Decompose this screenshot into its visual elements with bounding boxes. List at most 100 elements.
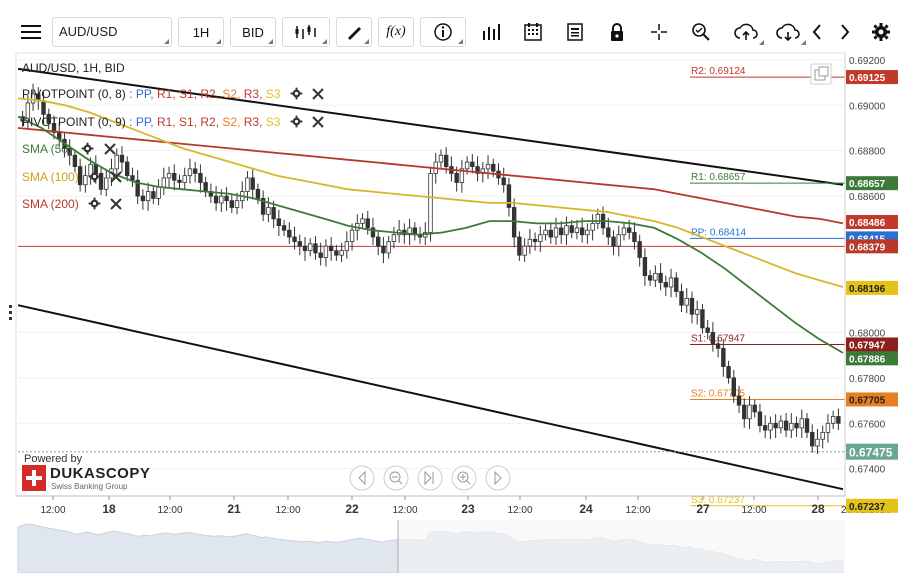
pivot1-name[interactable]: PIVOTPOINT (0, 8) bbox=[22, 87, 126, 101]
close-icon[interactable] bbox=[312, 88, 324, 103]
candle-body bbox=[224, 195, 229, 202]
reset-zoom-button[interactable] bbox=[417, 465, 443, 491]
chevron-right-icon[interactable] bbox=[834, 17, 856, 47]
candle-body bbox=[271, 207, 276, 220]
candle-body bbox=[313, 243, 318, 254]
candle-body bbox=[757, 411, 763, 426]
pivot-level-label: R2: 0.69124 bbox=[691, 66, 746, 77]
close-icon[interactable] bbox=[312, 116, 324, 131]
navigator-window[interactable] bbox=[398, 520, 845, 573]
candle-body bbox=[475, 166, 480, 174]
download-button[interactable] bbox=[768, 17, 808, 47]
x-tick-label: 21 bbox=[227, 502, 241, 516]
candle-body bbox=[234, 200, 240, 208]
candle-body bbox=[485, 163, 491, 170]
info-button[interactable] bbox=[420, 17, 466, 47]
candle-body bbox=[334, 250, 339, 256]
logo-tagline: Swiss Banking Group bbox=[51, 482, 128, 491]
r1-tag: 0.68657 bbox=[849, 179, 886, 190]
lock-icon[interactable] bbox=[600, 17, 634, 47]
draw-tool-button[interactable] bbox=[336, 17, 372, 47]
expand-icon[interactable] bbox=[810, 63, 832, 85]
chevron-left-icon[interactable] bbox=[806, 17, 828, 47]
arrow-left-icon bbox=[358, 470, 366, 486]
candle-body bbox=[590, 222, 595, 231]
y-tick-label: 0.67600 bbox=[849, 419, 886, 430]
powered-by: Powered by bbox=[24, 453, 83, 465]
settings-gear-icon[interactable] bbox=[868, 17, 894, 47]
candle-body bbox=[611, 236, 616, 247]
dukascopy-logo[interactable]: DUKASCOPY Swiss Banking Group bbox=[22, 465, 150, 493]
candle-body bbox=[595, 213, 601, 224]
candle-body bbox=[810, 431, 815, 447]
candle-body bbox=[579, 227, 585, 236]
candle-body bbox=[470, 161, 475, 167]
indicators-button[interactable]: f(x) bbox=[378, 17, 414, 47]
x-tick-label: 28 bbox=[811, 502, 825, 516]
candle-body bbox=[344, 241, 350, 252]
bar-chart-icon[interactable] bbox=[474, 17, 508, 47]
candle-body bbox=[130, 175, 135, 181]
crosshair-icon[interactable] bbox=[642, 17, 676, 47]
scroll-left-button[interactable] bbox=[349, 465, 375, 491]
gear-icon[interactable] bbox=[88, 197, 101, 213]
chart-type-button[interactable] bbox=[282, 17, 330, 47]
candle-body bbox=[742, 404, 747, 420]
zoom-out-button[interactable] bbox=[383, 465, 409, 491]
candle-body bbox=[715, 343, 721, 349]
cloud-download-icon bbox=[776, 23, 800, 42]
sma50-legend: SMA (50) bbox=[22, 142, 116, 158]
candle-body bbox=[548, 229, 553, 238]
candle-body bbox=[762, 425, 768, 431]
gear-icon[interactable] bbox=[290, 87, 303, 103]
candle-body bbox=[67, 148, 72, 156]
news-icon[interactable] bbox=[558, 17, 592, 47]
timeframe-button[interactable]: 1H bbox=[178, 17, 224, 47]
drag-handle-icon[interactable] bbox=[9, 305, 12, 320]
y-tick-label: 0.69000 bbox=[849, 101, 886, 112]
sma100-label[interactable]: SMA (100) bbox=[22, 170, 79, 184]
sma200-label[interactable]: SMA (200) bbox=[22, 197, 79, 211]
candle-body bbox=[789, 422, 794, 431]
gear-icon[interactable] bbox=[81, 142, 94, 158]
y-tick-label: 0.69200 bbox=[849, 56, 886, 67]
candle-body bbox=[302, 245, 308, 252]
x-tick-label: 12:00 bbox=[157, 505, 182, 516]
candle-body bbox=[585, 229, 590, 236]
candle-body bbox=[213, 195, 219, 204]
calendar-icon[interactable] bbox=[516, 17, 550, 47]
candle-body bbox=[836, 416, 841, 424]
close-icon[interactable] bbox=[110, 198, 123, 213]
x-tick-label: 22 bbox=[345, 502, 359, 516]
candle-body bbox=[119, 154, 125, 163]
arrow-right-icon bbox=[494, 470, 502, 486]
candle-body bbox=[386, 241, 391, 254]
symbol-selector[interactable]: AUD/USD bbox=[52, 17, 172, 47]
candle-body bbox=[443, 154, 449, 167]
close-icon[interactable] bbox=[110, 171, 123, 186]
candle-body bbox=[637, 241, 642, 258]
sma50-label[interactable]: SMA (50) bbox=[22, 142, 73, 156]
zoom-icon[interactable] bbox=[684, 17, 718, 47]
candle-body bbox=[308, 243, 313, 252]
x-tick-label: 12:00 bbox=[507, 505, 532, 516]
sma-lines bbox=[17, 97, 844, 354]
candle-body bbox=[72, 154, 78, 167]
s2-tag: 0.67705 bbox=[849, 395, 886, 406]
scroll-right-button[interactable] bbox=[485, 465, 511, 491]
channel-lines bbox=[17, 67, 844, 491]
candle-body bbox=[684, 297, 689, 306]
upload-button[interactable] bbox=[726, 17, 766, 47]
menu-icon[interactable] bbox=[14, 17, 48, 47]
cloud-upload-icon bbox=[734, 23, 758, 40]
pivot2-name[interactable]: PIVOTPOINT (0, 9) bbox=[22, 115, 126, 129]
gear-icon[interactable] bbox=[88, 170, 101, 186]
chart-title: AUD/USD, 1H, BID bbox=[22, 61, 125, 75]
close-icon[interactable] bbox=[103, 143, 116, 158]
gear-icon[interactable] bbox=[290, 115, 303, 131]
candle-body bbox=[381, 245, 386, 254]
price-type-button[interactable]: BID bbox=[230, 17, 276, 47]
pivot-level-label: PP: 0.68414 bbox=[691, 227, 746, 238]
zoom-in-button[interactable] bbox=[451, 465, 477, 491]
